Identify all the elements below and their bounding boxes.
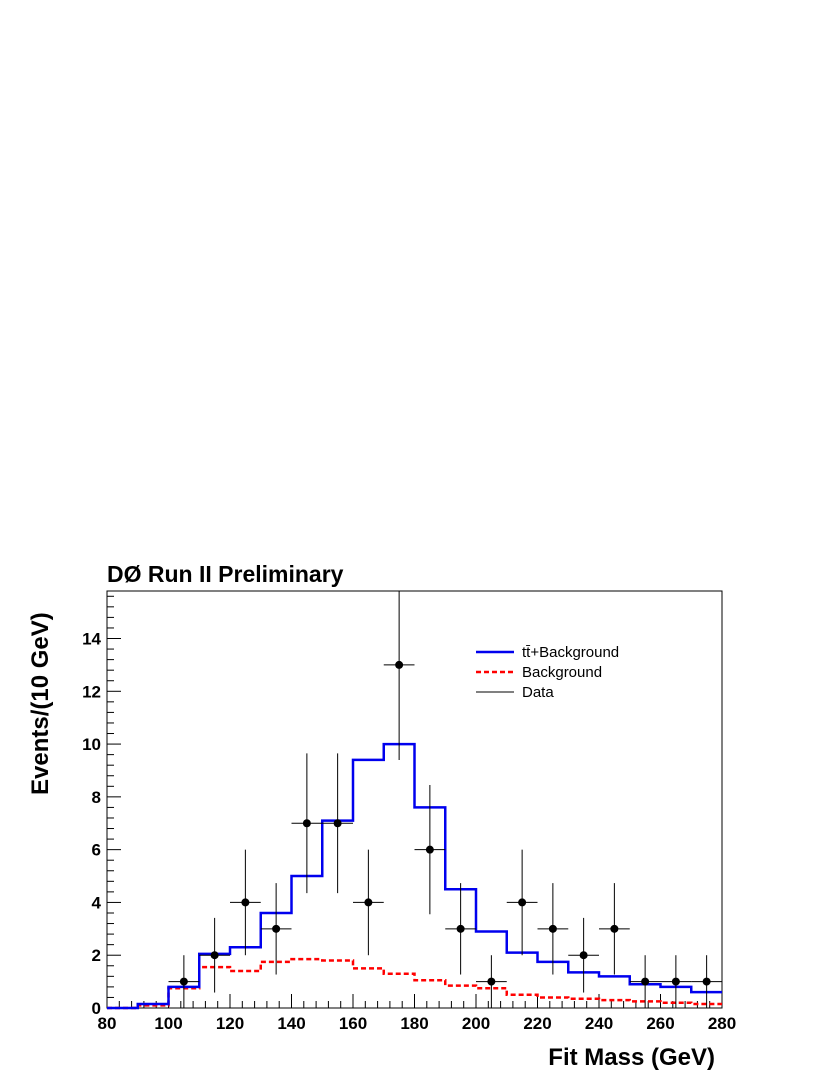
chart-title: DØ Run II Preliminary xyxy=(107,561,344,587)
x-tick-label: 80 xyxy=(98,1014,117,1033)
data-point xyxy=(414,784,446,915)
x-tick-label: 160 xyxy=(339,1014,367,1033)
data-point xyxy=(599,883,630,975)
data-point-marker xyxy=(456,924,465,933)
data-point xyxy=(445,883,476,975)
y-tick-label: 12 xyxy=(82,682,101,701)
x-tick-label: 240 xyxy=(585,1014,613,1033)
data-point xyxy=(537,883,569,975)
data-point-marker xyxy=(241,898,250,907)
y-tick-label: 0 xyxy=(92,999,101,1018)
y-tick-label: 2 xyxy=(92,946,101,965)
data-point-marker xyxy=(179,977,188,986)
x-tick-label: 280 xyxy=(708,1014,736,1033)
data-point-marker xyxy=(333,819,342,828)
data-point xyxy=(260,883,292,975)
signal-series-line xyxy=(107,742,722,1010)
data-point-marker xyxy=(548,924,557,933)
data-point xyxy=(691,955,722,1008)
legend-label: tt̄+Background xyxy=(522,644,619,661)
data-point-marker xyxy=(702,977,711,986)
x-axis-label: Fit Mass (GeV) xyxy=(548,1044,715,1071)
data-point xyxy=(168,955,200,1008)
y-tick-label: 8 xyxy=(92,788,101,807)
y-tick-label: 6 xyxy=(92,841,101,860)
data-point-marker xyxy=(671,977,680,986)
x-tick-label: 260 xyxy=(646,1014,674,1033)
data-point xyxy=(230,849,261,956)
legend-entry: tt̄+Background xyxy=(476,644,619,661)
data-point xyxy=(506,849,538,956)
data-point xyxy=(322,753,353,894)
data-point xyxy=(568,917,599,993)
x-tick-label: 200 xyxy=(462,1014,490,1033)
x-tick-label: 220 xyxy=(523,1014,551,1033)
x-tick-label: 180 xyxy=(400,1014,428,1033)
y-tick-label: 4 xyxy=(92,893,102,912)
y-tick-label: 10 xyxy=(82,735,101,754)
data-point xyxy=(629,955,661,1008)
data-point-marker xyxy=(302,819,311,828)
data-point xyxy=(291,753,323,894)
legend-entry: Data xyxy=(476,684,554,701)
data-point-marker xyxy=(487,977,496,986)
legend-label: Data xyxy=(522,684,554,701)
legend-entry: Background xyxy=(476,664,602,681)
data-point-marker xyxy=(272,924,281,933)
data-point-marker xyxy=(395,660,404,669)
data-point-marker xyxy=(518,898,527,907)
data-point-marker xyxy=(210,951,219,960)
data-point xyxy=(199,917,230,993)
data-point-marker xyxy=(641,977,650,986)
y-tick-label: 14 xyxy=(82,630,101,649)
x-tick-label: 100 xyxy=(154,1014,182,1033)
data-point-marker xyxy=(364,898,373,907)
x-tick-label: 120 xyxy=(216,1014,244,1033)
data-point-marker xyxy=(579,951,588,960)
x-tick-label: 140 xyxy=(277,1014,305,1033)
y-axis-label: Events/(10 GeV) xyxy=(27,612,54,795)
data-point xyxy=(383,591,415,761)
data-point xyxy=(476,955,507,1008)
data-point-marker xyxy=(425,845,434,854)
data-point xyxy=(660,955,692,1008)
data-point-marker xyxy=(610,924,619,933)
data-point xyxy=(353,849,384,956)
legend-label: Background xyxy=(522,664,602,681)
